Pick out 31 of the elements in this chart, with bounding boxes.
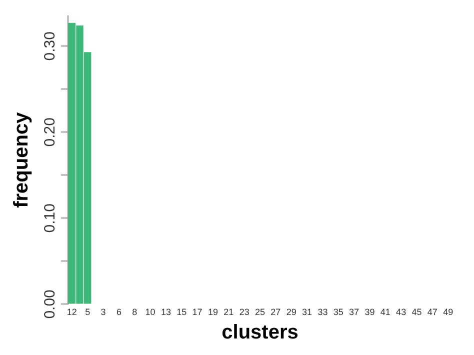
- x-tick-label: 21: [224, 307, 234, 318]
- x-tick-label: 3: [100, 307, 106, 318]
- x-tick-label: 31: [302, 307, 312, 318]
- y-tick-label: 0.20: [42, 118, 59, 147]
- x-tick-label: 6: [116, 307, 122, 318]
- x-tick-label: 10: [145, 307, 156, 318]
- x-tick-label: 23: [239, 307, 250, 318]
- x-tick-label: 39: [364, 307, 375, 318]
- x-tick-label: 13: [160, 307, 171, 318]
- x-tick-label: 33: [318, 307, 328, 318]
- x-tick-label: 29: [286, 307, 296, 318]
- x-tick-label: 5: [85, 307, 90, 318]
- y-tick-label: 0.30: [42, 32, 59, 61]
- x-tick-label: 19: [208, 307, 218, 318]
- x-tick-label: 17: [192, 307, 202, 318]
- x-tick-label: 49: [443, 307, 454, 318]
- x-tick-label: 47: [427, 307, 438, 318]
- y-axis-title: frequency: [10, 111, 33, 208]
- x-tick-label: 45: [412, 307, 422, 318]
- x-tick-label: 43: [396, 307, 406, 318]
- x-tick-label: 8: [132, 307, 138, 318]
- x-tick-label: 41: [380, 307, 390, 318]
- x-tick-label: 15: [176, 307, 187, 318]
- x-tick-label: 35: [333, 307, 344, 318]
- x-axis-title: clusters: [222, 322, 298, 344]
- x-tick-label: 12: [66, 307, 77, 318]
- y-tick-label: 0.00: [42, 290, 59, 319]
- x-tick-label: 37: [349, 307, 360, 318]
- y-tick-label: 0.10: [42, 204, 59, 233]
- x-tick-label: 27: [270, 307, 281, 318]
- x-tick-label: 25: [254, 307, 266, 318]
